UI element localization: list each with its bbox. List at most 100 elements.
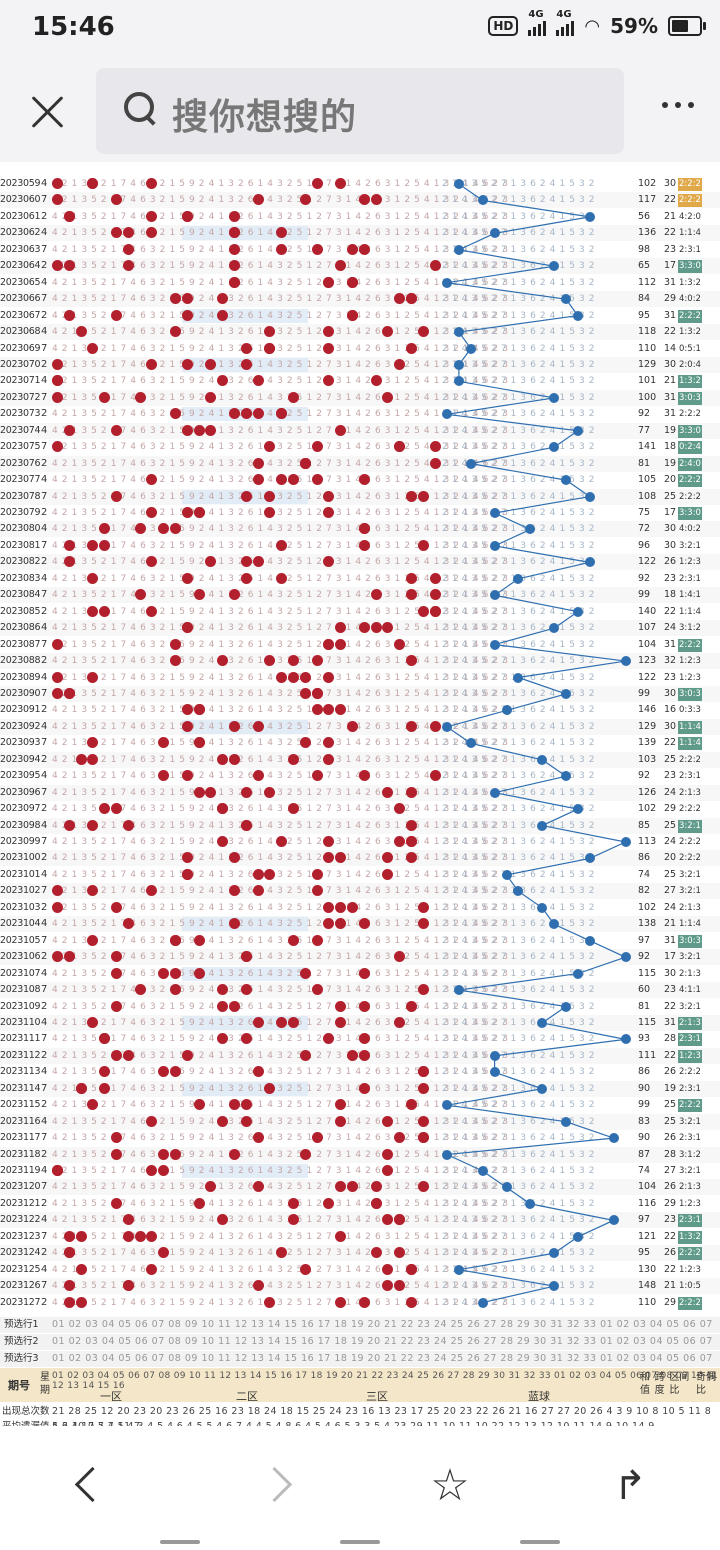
red-ball — [111, 901, 122, 913]
blue-miss-values: 2 1 4 3 5 2 7 1 3 6 2 4 1 5 3 2 — [442, 327, 596, 338]
span-value: 24 — [664, 836, 677, 847]
zone-ratio: 2:2:2 — [678, 194, 702, 208]
red-ball — [134, 1230, 146, 1242]
blue-miss-values: 2 1 4 3 5 2 7 1 3 6 2 4 1 5 3 2 — [442, 1182, 596, 1193]
blue-miss-values: 2 1 4 3 5 2 7 1 3 6 2 4 1 5 3 2 — [442, 442, 596, 453]
weekday: 4 — [41, 1016, 48, 1028]
table-row: 2023074 4 4 2 1 3 5 2 1 7 4 6 3 2 1 5 9 2 … — [0, 422, 720, 439]
zone-ratio: 0:2:4 — [678, 441, 702, 455]
favorite-star-icon[interactable]: ☆ — [430, 1460, 470, 1511]
highlight-block — [182, 917, 308, 932]
red-ball — [170, 638, 181, 650]
red-ball — [288, 655, 299, 667]
blue-miss-values: 2 1 4 3 5 2 7 1 3 6 2 4 1 5 3 2 — [442, 491, 596, 502]
red-ball — [370, 375, 382, 387]
span-value: 20 — [664, 474, 677, 486]
more-options-icon[interactable] — [662, 102, 694, 108]
red-ball — [111, 967, 122, 979]
table-row: 2023070 2 4 2 1 3 5 2 1 7 4 6 3 2 1 5 9 2 … — [0, 356, 720, 373]
preselect-row[interactable]: 预选行2 01 02 03 04 05 06 07 08 09 10 11 12 … — [0, 1334, 720, 1363]
miss-values: 4 2 1 3 5 2 1 7 4 6 3 2 1 5 9 2 4 1 3 2 … — [52, 1067, 509, 1078]
preselect-row[interactable]: 预选行1 01 02 03 04 05 06 07 08 09 10 11 12 … — [0, 1317, 720, 1346]
red-ball — [99, 523, 111, 535]
span-value: 31 — [664, 1016, 677, 1028]
zone-ratio: 2:2:2 — [679, 491, 701, 502]
weekday: 2 — [41, 260, 48, 272]
period-number: 2023071 — [0, 375, 41, 387]
red-ball — [394, 1214, 406, 1226]
share-icon[interactable]: ↱ — [613, 1463, 647, 1509]
sum-value: 130 — [638, 1263, 657, 1275]
red-ball — [229, 1000, 240, 1012]
red-ball — [99, 1033, 111, 1045]
red-ball — [181, 507, 193, 518]
red-ball — [252, 474, 264, 486]
red-ball — [205, 424, 217, 436]
miss-values: 4 2 1 3 5 2 1 7 4 6 3 2 1 5 9 2 4 1 3 2 … — [52, 754, 509, 765]
sum-value: 121 — [638, 1230, 657, 1242]
blue-miss-values: 2 1 4 3 5 2 7 1 3 6 2 4 1 5 3 2 — [442, 1067, 596, 1078]
status-time: 15:46 — [32, 12, 115, 42]
period-number: 2023111 — [0, 1033, 41, 1045]
stat-values: 21 28 25 12 20 23 20 23 26 25 16 23 18 2… — [52, 1406, 712, 1426]
red-ball — [229, 720, 240, 732]
table-row: 2023091 2 4 2 1 3 5 2 1 7 4 6 3 2 1 5 9 2 … — [0, 702, 720, 718]
close-icon[interactable] — [30, 94, 66, 130]
red-ball — [264, 342, 276, 354]
forward-icon[interactable] — [256, 1462, 304, 1510]
red-ball — [358, 194, 370, 206]
table-row: 2023117 7 4 2 1 3 5 2 1 7 4 6 3 2 1 5 9 2 … — [0, 1130, 720, 1146]
red-ball — [181, 770, 193, 782]
period-number: 2023106 — [0, 951, 41, 963]
red-ball — [240, 1099, 252, 1111]
search-input[interactable]: 搜你想搜的 — [96, 68, 624, 154]
red-ball — [382, 852, 394, 864]
period-number: 2023073 — [0, 408, 41, 420]
header-zone2: 二区 — [236, 1390, 258, 1404]
red-ball — [75, 1263, 87, 1275]
red-ball — [75, 1230, 87, 1242]
table-row: 2023059 4 4 2 1 3 5 2 1 7 4 6 3 2 1 5 9 2 … — [0, 176, 720, 192]
header-sum: 和值 — [640, 1372, 650, 1397]
weekday: 7 — [41, 342, 48, 354]
zone-ratio: 1:1:4 — [678, 737, 702, 751]
red-ball — [394, 836, 406, 847]
blue-miss-values: 2 1 4 3 5 2 7 1 3 6 2 4 1 5 3 2 — [442, 277, 596, 288]
red-ball — [299, 737, 311, 749]
weekday: 7 — [41, 539, 48, 551]
weekday: 2 — [41, 408, 48, 420]
red-ball — [311, 984, 323, 996]
red-ball — [229, 589, 240, 601]
red-ball — [52, 391, 63, 403]
header-zone1: 一区 — [100, 1390, 122, 1404]
sum-value: 110 — [638, 1296, 657, 1308]
red-ball — [323, 375, 335, 387]
period-number: 2023074 — [0, 424, 41, 436]
sum-value: 115 — [638, 1016, 657, 1028]
trend-chart-table[interactable]: 2023059 4 4 2 1 3 5 2 1 7 4 6 3 2 1 5 9 2 … — [0, 162, 720, 1426]
span-value: 22 — [664, 1000, 677, 1012]
red-ball — [52, 951, 63, 963]
miss-values: 4 2 1 3 5 2 1 7 4 6 3 2 1 5 9 2 4 1 3 2 … — [52, 1001, 509, 1012]
weekday: 7 — [41, 786, 48, 798]
row-stats: 92 23 2:3:1 — [638, 768, 720, 784]
row-stats: 75 17 3:3:0 — [638, 505, 720, 521]
red-ball — [205, 1181, 217, 1193]
red-ball — [146, 178, 158, 189]
blue-miss-values: 2 1 4 3 5 2 7 1 3 6 2 4 1 5 3 2 — [442, 540, 596, 551]
red-ball — [276, 1016, 288, 1028]
sum-value: 100 — [638, 391, 657, 403]
preselect-row[interactable]: 预选行3 01 02 03 04 05 06 07 08 09 10 11 12 … — [0, 1351, 720, 1380]
red-ball — [406, 293, 417, 305]
zone-ratio: 2:2:2 — [678, 1247, 702, 1261]
table-row: 2023107 4 4 2 1 3 5 2 1 7 4 6 3 2 1 5 9 2 … — [0, 966, 720, 982]
red-ball — [229, 753, 240, 765]
red-ball — [406, 589, 417, 601]
span-value: 22 — [664, 737, 677, 749]
sum-value: 126 — [638, 786, 657, 798]
weekday: 7 — [41, 1132, 48, 1144]
row-stats: 72 30 4:0:2 — [638, 521, 720, 537]
back-icon[interactable] — [64, 1462, 112, 1510]
zone-ratio: 2:1:3 — [679, 902, 701, 913]
